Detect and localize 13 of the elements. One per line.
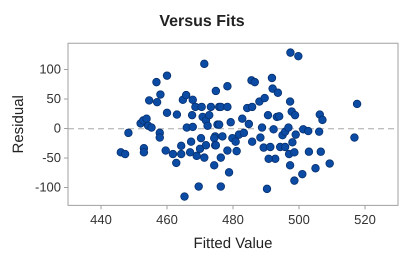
y-axis-title: Residual bbox=[10, 95, 28, 154]
y-tick-label: 100 bbox=[39, 61, 62, 76]
x-tick-label: 500 bbox=[288, 212, 310, 227]
y-tick-label: 0 bbox=[54, 120, 62, 136]
x-tick-label: 480 bbox=[222, 212, 244, 227]
y-tick-label: 50 bbox=[46, 90, 62, 106]
y-tick-label: -100 bbox=[34, 179, 62, 194]
x-tick-label: 440 bbox=[90, 212, 112, 227]
x-tick-label: 520 bbox=[354, 212, 376, 227]
x-tick-label: 460 bbox=[156, 212, 178, 227]
x-axis-title: Fitted Value bbox=[194, 235, 272, 252]
chart-title: Versus Fits bbox=[159, 13, 245, 30]
y-tick-label: -50 bbox=[42, 150, 62, 165]
